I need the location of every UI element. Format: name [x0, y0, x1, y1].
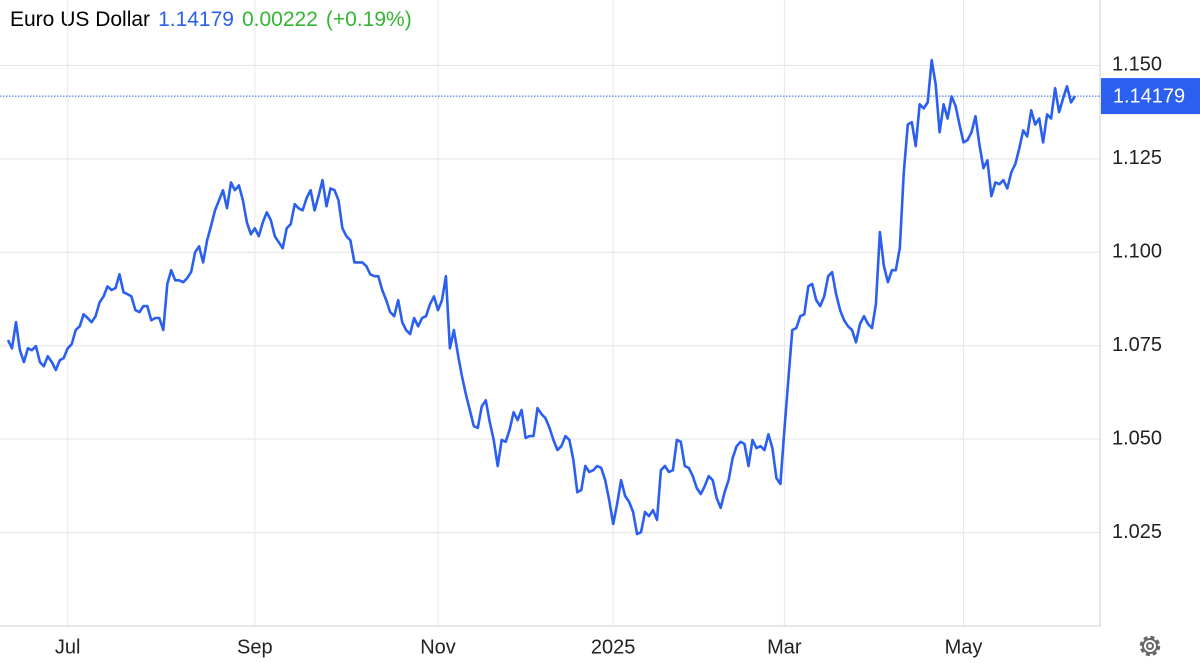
y-tick-label: 1.025: [1112, 521, 1162, 543]
last-price-label: 1.14179: [1113, 85, 1185, 107]
y-tick-label: 1.150: [1112, 54, 1162, 76]
price-change: 0.00222: [241, 8, 318, 31]
price-line: [6, 58, 1077, 536]
settings-icon[interactable]: [1139, 635, 1161, 657]
price-change-percent: (+0.19%): [325, 8, 412, 31]
x-tick-label: 2025: [591, 636, 636, 658]
x-tick-label: Mar: [767, 636, 802, 658]
header: Euro US Dollar 1.14179 0.00222 (+0.19%): [10, 8, 420, 32]
y-tick-label: 1.075: [1112, 334, 1162, 356]
gear-body: [1142, 638, 1158, 654]
y-tick-label: 1.050: [1112, 427, 1162, 449]
x-tick-label: Sep: [237, 636, 273, 658]
y-tick-label: 1.125: [1112, 147, 1162, 169]
y-tick-label: 1.100: [1112, 241, 1162, 263]
x-tick-label: Nov: [420, 636, 456, 658]
last-price-tag: [1101, 78, 1200, 115]
last-price: 1.14179: [158, 8, 234, 31]
instrument-name: Euro US Dollar: [10, 8, 151, 31]
x-tick-label: Jul: [55, 636, 81, 658]
gear-teeth: [1139, 635, 1161, 657]
x-tick-label: May: [945, 636, 983, 658]
gear-hole: [1146, 642, 1154, 650]
